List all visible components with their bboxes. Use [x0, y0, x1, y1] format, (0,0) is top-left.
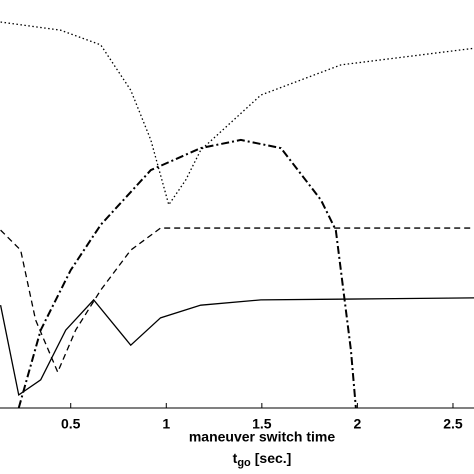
series-line — [17, 138, 357, 409]
x-tick-label: 0.5 — [61, 416, 81, 432]
x-axis-label: maneuver switch time — [189, 429, 335, 445]
x-unit-text: [sec.] — [255, 450, 292, 466]
x-tick-label: 2 — [354, 416, 362, 432]
x-tick-label: 1 — [162, 416, 170, 432]
x-unit-symbol: t — [233, 450, 238, 466]
x-unit-subscript: go — [237, 457, 251, 469]
x-tick-label: 1.5 — [252, 416, 272, 432]
series-line — [0, 297, 474, 397]
x-tick-label: 2.5 — [443, 416, 463, 432]
x-axis-unit: tgo [sec.] — [233, 450, 292, 469]
series-line — [0, 227, 474, 374]
series-line — [0, 21, 474, 207]
